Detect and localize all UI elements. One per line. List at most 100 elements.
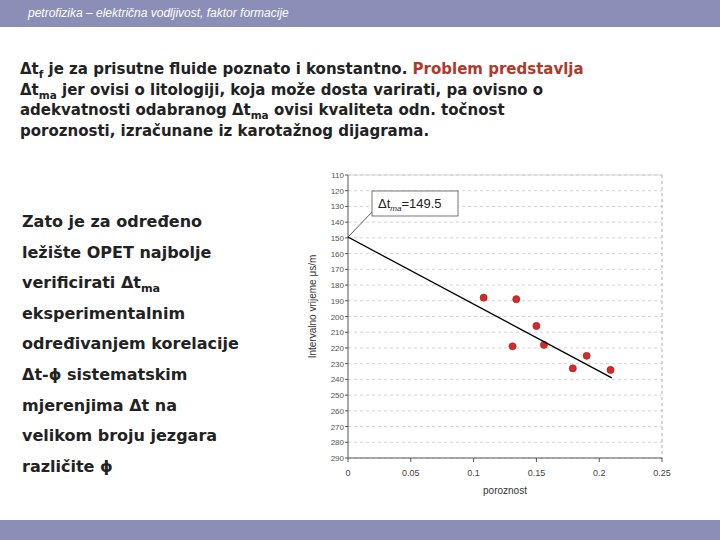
x-axis bbox=[348, 458, 662, 459]
grid-line bbox=[348, 442, 662, 443]
tick-label: 280 bbox=[331, 438, 345, 447]
text-line: adekvatnosti odabranog Δtma ovisi kvalit… bbox=[20, 101, 505, 121]
grid-line bbox=[348, 222, 662, 223]
text-run: ma bbox=[141, 282, 160, 295]
annotation-sub: ma bbox=[390, 204, 402, 213]
tick-label: 190 bbox=[331, 297, 345, 306]
text-run: je za prisutne fluide poznato i konstant… bbox=[43, 60, 412, 78]
tick-label: 110 bbox=[331, 171, 344, 180]
tick-label: 0.25 bbox=[653, 468, 671, 478]
annotation-text: Δtma=149.5 bbox=[378, 196, 442, 213]
frame-top bbox=[348, 175, 662, 176]
tick-label: 180 bbox=[331, 281, 345, 290]
tick-label: 150 bbox=[331, 234, 345, 243]
grid-line bbox=[348, 316, 662, 317]
chart: 1101201301401501601701801902002102202302… bbox=[0, 0, 720, 540]
annotation-leader bbox=[348, 212, 372, 237]
grid-line bbox=[348, 363, 662, 364]
data-point bbox=[509, 343, 516, 350]
tick-label: 160 bbox=[331, 250, 345, 259]
text-run: Δt bbox=[20, 60, 39, 78]
tick-mark bbox=[410, 458, 411, 462]
tick-mark bbox=[599, 458, 600, 462]
regression-line bbox=[348, 237, 612, 378]
text-run: Δt bbox=[20, 81, 39, 99]
text-line: eksperimentalnim bbox=[22, 304, 185, 323]
text-run: jer ovisi o litologiji, koja može dosta … bbox=[57, 81, 543, 99]
grid-line bbox=[348, 237, 662, 238]
tick-label: 270 bbox=[331, 423, 345, 432]
text-line: mjerenjima Δt na bbox=[22, 396, 177, 415]
text-run: Zato je za određeno bbox=[22, 212, 202, 231]
text-line: velikom broju jezgara bbox=[22, 426, 217, 445]
text-line: poroznosti, izračunane iz karotažnog dij… bbox=[20, 122, 429, 140]
tick-label: 130 bbox=[331, 202, 345, 211]
tick-label: 260 bbox=[331, 407, 345, 416]
tick-label: 140 bbox=[331, 218, 345, 227]
data-point bbox=[607, 366, 614, 373]
grid-line bbox=[348, 410, 662, 411]
tick-mark bbox=[536, 458, 537, 462]
tick-label: 250 bbox=[331, 391, 345, 400]
tick-label: 0.2 bbox=[593, 468, 606, 478]
tick-label: 170 bbox=[331, 265, 345, 274]
text-run: adekvatnosti odabranog Δt bbox=[20, 101, 251, 119]
tick-label: 200 bbox=[331, 313, 345, 322]
text-line: Zato je za određeno bbox=[22, 212, 202, 231]
tick-mark bbox=[662, 458, 663, 462]
text-run: ovisi kvaliteta odn. točnost bbox=[269, 101, 505, 119]
data-point bbox=[533, 322, 540, 329]
tick-label: 220 bbox=[331, 344, 345, 353]
text-run: f bbox=[39, 68, 44, 80]
plot-area bbox=[348, 237, 614, 378]
data-point bbox=[583, 352, 590, 359]
text-line: određivanjem korelacije bbox=[22, 334, 239, 353]
tick-label: 290 bbox=[331, 454, 345, 463]
tick-label: 240 bbox=[331, 375, 345, 384]
text-run: određivanjem korelacije bbox=[22, 334, 239, 353]
text-run: poroznosti, izračunane iz karotažnog dij… bbox=[20, 122, 429, 140]
tick-mark bbox=[473, 458, 474, 462]
text-run: ležište OPET najbolje bbox=[22, 243, 211, 262]
text-line: ležište OPET najbolje bbox=[22, 243, 211, 262]
text-run: ma bbox=[39, 89, 57, 101]
text-run: velikom broju jezgara bbox=[22, 426, 217, 445]
text-run: eksperimentalnim bbox=[22, 304, 185, 323]
grid-line bbox=[348, 253, 662, 254]
tick-label: 230 bbox=[331, 360, 345, 369]
tick-label: 0.1 bbox=[467, 468, 480, 478]
text-line: različite ϕ bbox=[22, 457, 113, 476]
grid-line bbox=[348, 300, 662, 301]
grid-line bbox=[348, 269, 662, 270]
header-bar: petrofizika – električna vodljivost, fak… bbox=[0, 0, 720, 27]
grid-line bbox=[348, 175, 662, 176]
tick-label: 0.15 bbox=[528, 468, 546, 478]
text-run: različite ϕ bbox=[22, 457, 113, 476]
text-run: Problem predstavlja bbox=[413, 60, 584, 78]
y-axis bbox=[348, 175, 349, 458]
data-point bbox=[480, 294, 487, 301]
tick-mark bbox=[348, 458, 349, 462]
text-line: Δt-ϕ sistematskim bbox=[22, 365, 187, 384]
y-axis-label: Intervalno vrijeme μs/m bbox=[307, 255, 318, 359]
annotation-main: Δt bbox=[378, 196, 391, 211]
text-line: verificirati Δtma bbox=[22, 273, 160, 295]
annotation-box bbox=[372, 191, 458, 216]
grid-line bbox=[348, 285, 662, 286]
annotation-value: =149.5 bbox=[401, 196, 441, 211]
grid-line bbox=[348, 395, 662, 396]
footer-bar bbox=[0, 520, 720, 540]
data-point bbox=[569, 365, 576, 372]
grid-line bbox=[348, 458, 662, 459]
text-run: verificirati Δt bbox=[22, 273, 141, 292]
grid-line bbox=[348, 379, 662, 380]
text-run: ma bbox=[251, 109, 269, 121]
text-line: Δtma jer ovisi o litologiji, koja može d… bbox=[20, 81, 543, 101]
text-run: mjerenjima Δt na bbox=[22, 396, 177, 415]
grid-line bbox=[348, 426, 662, 427]
tick-label: 210 bbox=[331, 328, 345, 337]
header-title: petrofizika – električna vodljivost, fak… bbox=[28, 6, 289, 20]
tick-label: 0.05 bbox=[402, 468, 420, 478]
data-point bbox=[513, 296, 520, 303]
text-run: Δt-ϕ sistematskim bbox=[22, 365, 187, 384]
